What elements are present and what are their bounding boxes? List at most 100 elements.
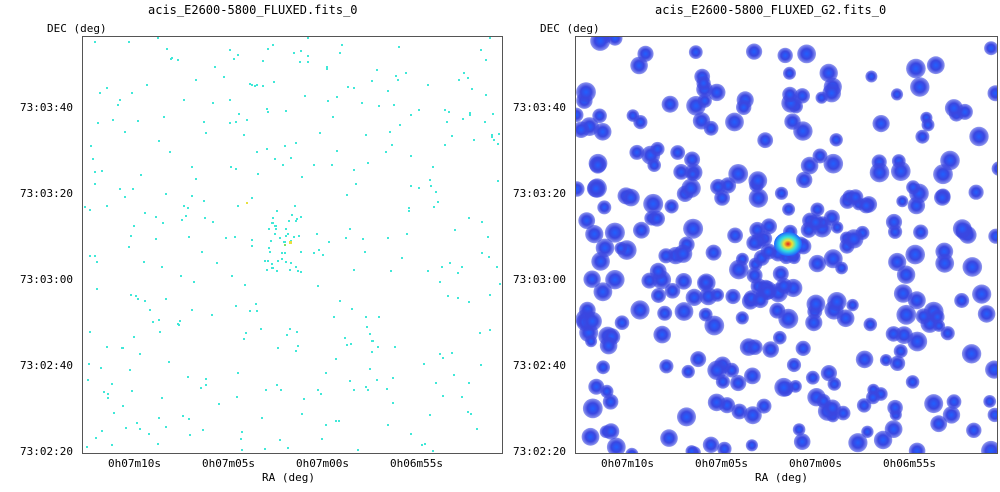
smoothed-blob — [629, 144, 645, 160]
smoothed-blob — [792, 423, 806, 436]
photon-pixel — [166, 48, 168, 50]
left-y-axis-label: DEC (deg) — [47, 22, 107, 35]
smoothed-blob — [969, 126, 989, 147]
photon-pixel — [193, 281, 195, 283]
photon-pixel — [131, 390, 133, 392]
photon-pixel — [103, 391, 105, 393]
photon-pixel — [212, 102, 214, 104]
photon-pixel — [229, 122, 231, 124]
photon-pixel — [143, 261, 145, 263]
photon-pixel — [107, 397, 109, 399]
photon-pixel — [461, 266, 463, 268]
smoothed-blob — [983, 395, 997, 408]
photon-pixel — [480, 49, 482, 51]
photon-pixel — [313, 164, 315, 166]
photon-pixel — [273, 81, 275, 83]
photon-pixel — [408, 210, 410, 212]
smoothed-blob — [602, 423, 620, 440]
photon-pixel — [353, 269, 355, 271]
photon-pixel — [256, 84, 258, 86]
photon-pixel — [122, 405, 124, 407]
left-x-axis-label: RA (deg) — [262, 471, 315, 484]
smoothed-blob — [630, 300, 650, 320]
photon-pixel — [432, 450, 434, 452]
smoothed-blob — [869, 162, 890, 183]
smoothed-blob — [715, 374, 730, 389]
photon-pixel — [276, 384, 278, 386]
smoothed-blob — [812, 148, 828, 164]
photon-pixel — [243, 134, 245, 136]
photon-pixel — [481, 221, 483, 223]
photon-pixel — [355, 183, 357, 185]
photon-pixel — [390, 270, 392, 272]
smoothed-blob — [650, 141, 665, 157]
smoothed-blob — [590, 37, 611, 51]
smoothed-blob — [966, 422, 982, 438]
photon-pixel — [144, 212, 146, 214]
photon-pixel — [492, 113, 494, 115]
photon-pixel — [489, 329, 491, 331]
smoothed-blob — [793, 121, 813, 141]
smoothed-blob — [807, 214, 824, 231]
smoothed-blob — [664, 283, 681, 299]
photon-pixel — [471, 88, 473, 90]
smoothed-blob — [745, 439, 758, 452]
photon-pixel — [203, 200, 205, 202]
photon-pixel — [461, 396, 463, 398]
photon-pixel — [96, 288, 98, 290]
smoothed-blob — [987, 85, 997, 102]
photon-pixel — [201, 251, 203, 253]
photon-pixel — [432, 166, 434, 168]
photon-pixel — [272, 217, 274, 219]
photon-pixel — [289, 328, 291, 330]
photon-pixel — [378, 105, 380, 107]
photon-pixel — [185, 215, 187, 217]
photon-pixel — [357, 449, 359, 451]
smoothed-blob — [625, 447, 639, 453]
smoothed-blob — [576, 82, 596, 102]
photon-pixel — [240, 438, 242, 440]
photon-pixel — [111, 383, 113, 385]
left-ytick-2: 73:03:20 — [20, 187, 73, 200]
photon-pixel — [344, 337, 346, 339]
photon-pixel — [317, 285, 319, 287]
photon-pixel — [233, 58, 235, 60]
photon-pixel — [457, 272, 459, 274]
photon-pixel — [94, 171, 96, 173]
smoothed-blob — [905, 244, 925, 265]
photon-pixel — [205, 132, 207, 134]
photon-pixel — [148, 433, 150, 435]
photon-pixel — [346, 344, 348, 346]
photon-pixel — [479, 332, 481, 334]
left-ytick-4: 73:02:40 — [20, 359, 73, 372]
photon-pixel — [470, 413, 472, 415]
photon-pixel — [165, 426, 167, 428]
smoothed-blob — [643, 193, 664, 214]
photon-pixel — [405, 72, 407, 74]
smoothed-blob — [746, 234, 763, 251]
smoothed-blob — [677, 407, 696, 427]
photon-pixel — [297, 345, 299, 347]
left-ytick-1: 73:03:40 — [20, 101, 73, 114]
photon-pixel — [159, 331, 161, 333]
right-xtick-2: 0h07m05s — [695, 457, 748, 470]
photon-pixel — [300, 50, 302, 52]
photon-pixel — [131, 92, 133, 94]
photon-pixel — [86, 446, 88, 448]
photon-pixel — [158, 417, 160, 419]
photon-pixel — [433, 206, 435, 208]
photon-pixel — [168, 361, 170, 363]
photon-pixel — [128, 41, 130, 43]
smoothed-blob — [952, 219, 972, 239]
photon-pixel — [130, 294, 132, 296]
photon-pixel — [401, 257, 403, 259]
photon-pixel — [183, 205, 185, 207]
smoothed-blob — [703, 120, 719, 136]
smoothed-blob — [890, 88, 904, 101]
photon-pixel — [268, 228, 270, 230]
photon-pixel — [376, 379, 378, 381]
photon-pixel — [435, 382, 437, 384]
photon-pixel — [158, 140, 160, 142]
smoothed-blob — [873, 430, 893, 450]
photon-pixel — [124, 196, 126, 198]
